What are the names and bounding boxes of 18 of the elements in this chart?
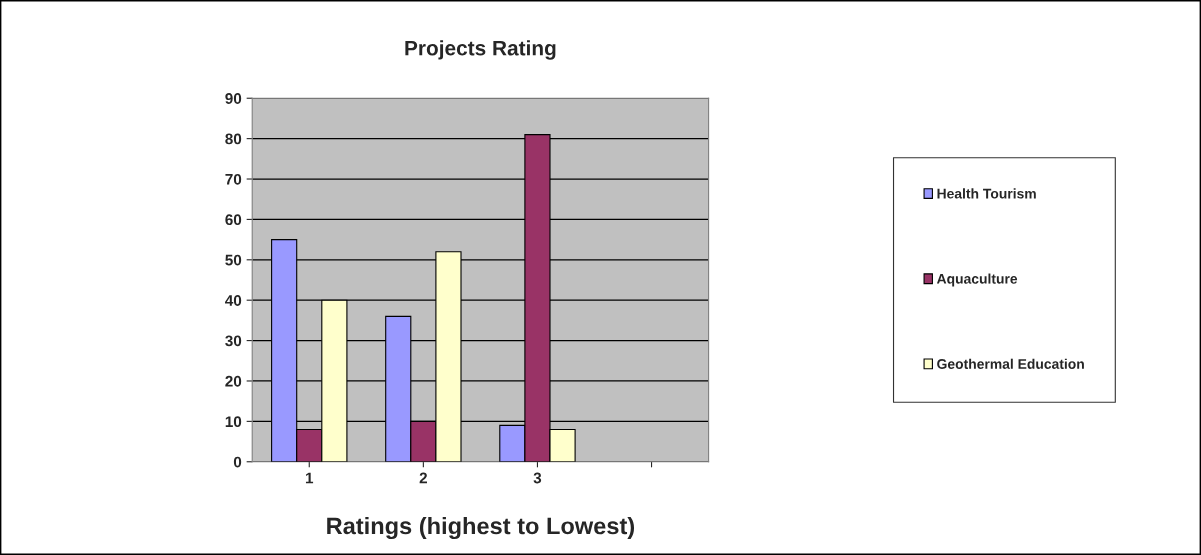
x-tick-label: 3: [533, 472, 542, 484]
x-tick-label: 2: [419, 472, 427, 484]
x-tick-label: 1: [305, 472, 314, 484]
y-tick-label: 30: [225, 335, 242, 347]
y-tick-label: 60: [225, 214, 242, 226]
x-axis-title: Ratings (highest to Lowest): [327, 516, 635, 540]
y-tick-label: 40: [225, 295, 242, 306]
y-tick-label: 90: [225, 93, 242, 104]
y-tick-label: 20: [225, 375, 242, 387]
chart-title: Projects Rating: [405, 40, 556, 60]
legend-label: Aquaculture: [936, 273, 1018, 287]
y-tick-label: 10: [225, 416, 242, 428]
y-tick-label: 0: [233, 456, 242, 468]
legend-label: Geothermal Education: [937, 358, 1084, 369]
y-tick-label: 70: [225, 173, 242, 185]
y-tick-label: 50: [225, 254, 242, 266]
legend-label: Health Tourism: [937, 188, 1036, 199]
y-tick-label: 80: [225, 133, 242, 145]
